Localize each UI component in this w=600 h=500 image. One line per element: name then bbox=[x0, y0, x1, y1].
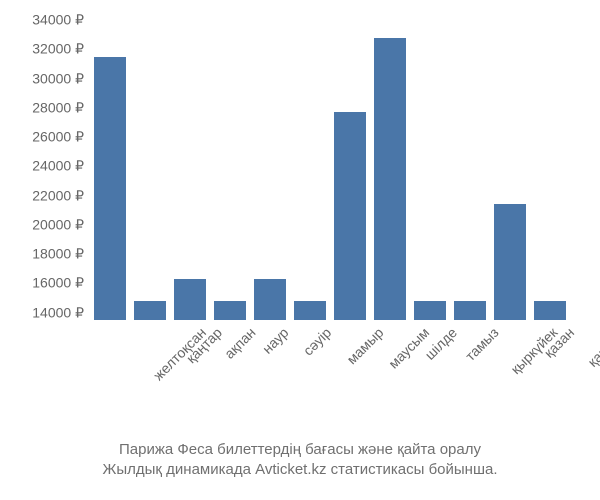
x-tick-label: ақпан bbox=[216, 320, 258, 362]
y-tick-label: 24000 ₽ bbox=[32, 158, 90, 175]
bar bbox=[454, 301, 485, 320]
caption-line-2: Жылдық динамикада Avticket.kz статистика… bbox=[0, 460, 600, 480]
bar bbox=[494, 204, 525, 320]
y-tick-label: 20000 ₽ bbox=[32, 216, 90, 233]
bar bbox=[414, 301, 445, 320]
bar bbox=[174, 279, 205, 320]
caption-line-1: Парижа Феса билеттердің бағасы және қайт… bbox=[0, 440, 600, 460]
y-tick-label: 26000 ₽ bbox=[32, 129, 90, 146]
y-tick-label: 22000 ₽ bbox=[32, 187, 90, 204]
bar bbox=[334, 112, 365, 320]
chart-caption: Парижа Феса билеттердің бағасы және қайт… bbox=[0, 440, 600, 481]
y-tick-label: 16000 ₽ bbox=[32, 275, 90, 292]
x-tick-label: қараша bbox=[580, 320, 600, 370]
x-tick-label: мамыр bbox=[339, 320, 386, 367]
y-tick-label: 34000 ₽ bbox=[32, 12, 90, 29]
y-tick-label: 28000 ₽ bbox=[32, 99, 90, 116]
y-tick-label: 30000 ₽ bbox=[32, 70, 90, 87]
bar bbox=[254, 279, 285, 320]
y-tick-label: 18000 ₽ bbox=[32, 246, 90, 263]
y-tick-label: 32000 ₽ bbox=[32, 41, 90, 58]
plot-area: 14000 ₽16000 ₽18000 ₽20000 ₽22000 ₽24000… bbox=[90, 20, 570, 320]
x-tick-label: тамыз bbox=[457, 320, 501, 364]
x-tick-label: наур bbox=[254, 320, 291, 357]
price-chart: 14000 ₽ 16000 ₽ 18000 ₽ 20000 ₽ 22000 ₽ 24000… bbox=[0, 0, 600, 500]
bar bbox=[94, 57, 125, 320]
bar bbox=[134, 301, 165, 320]
bar bbox=[214, 301, 245, 320]
bar bbox=[534, 301, 565, 320]
bar bbox=[294, 301, 325, 320]
x-tick-label: сәуір bbox=[295, 320, 334, 359]
bar bbox=[374, 38, 405, 320]
y-tick-label: 14000 ₽ bbox=[32, 304, 90, 321]
